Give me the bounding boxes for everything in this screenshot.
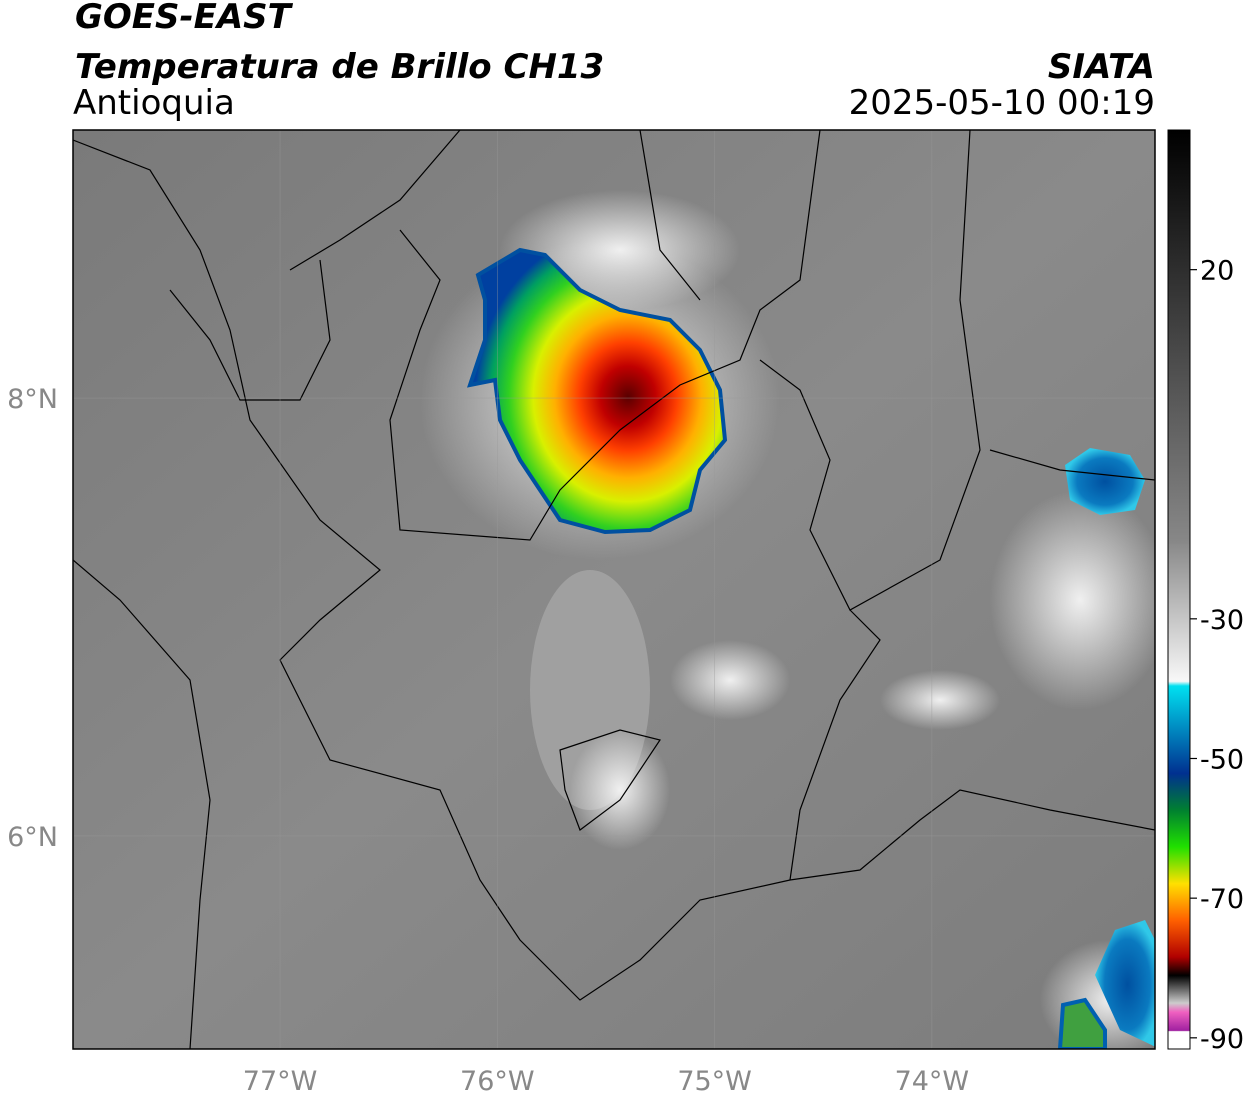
map-image [73, 130, 1155, 1049]
cold-cloud [1057, 997, 1107, 1049]
border [169, 259, 331, 401]
border [559, 729, 661, 831]
lat-tick-label: 6°N [7, 822, 58, 853]
colorbar-tick-label: 20 [1200, 256, 1234, 287]
colorbar [1167, 129, 1191, 1050]
storm-cell [467, 247, 728, 535]
lon-tick-label: 77°W [243, 1066, 318, 1097]
lon-tick-label: 75°W [677, 1066, 752, 1097]
graticule [73, 130, 1155, 1049]
datetime: 2025-05-10 00:19 [849, 83, 1155, 123]
borders [73, 130, 1155, 1049]
title: GOES-EAST [75, 0, 294, 37]
border [289, 130, 461, 271]
cloud [670, 640, 790, 720]
border [73, 139, 1155, 1001]
border [73, 559, 211, 1049]
lat-tick-label: 8°N [7, 384, 58, 415]
border [389, 130, 821, 541]
colorbar-tick-label: -90 [1200, 1024, 1244, 1055]
cloud [990, 490, 1155, 710]
lon-tick-label: 76°W [460, 1066, 535, 1097]
cloud [880, 670, 1000, 730]
lon-tick-label: 74°W [895, 1066, 970, 1097]
border [989, 449, 1155, 481]
colorbar-tick-label: -50 [1200, 744, 1244, 775]
map-frame [72, 129, 1156, 1050]
colorbar-tick-label: -30 [1200, 605, 1244, 636]
region: Antioquia [73, 83, 235, 123]
cold-cloud [1095, 920, 1155, 1047]
cold-cloud [1065, 448, 1145, 515]
colorbar-tick-label: -70 [1200, 884, 1244, 915]
border [639, 130, 701, 301]
source: SIATA [1048, 47, 1155, 87]
border [789, 609, 881, 881]
subtitle: Temperatura de Brillo CH13 [75, 47, 604, 87]
cloud [570, 730, 670, 850]
axes: 77°W 76°W 75°W 74°W 8°N 6°N 20 -30 -50 -70 -90 [7, 256, 1244, 1097]
